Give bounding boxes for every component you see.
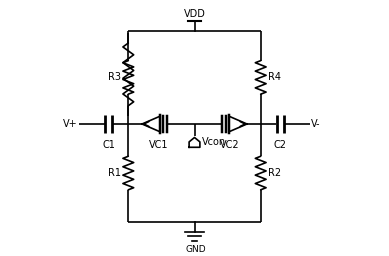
Text: C2: C2 (274, 140, 287, 150)
Text: R2: R2 (268, 168, 281, 178)
Text: VC1: VC1 (149, 140, 169, 150)
Text: VC2: VC2 (220, 140, 240, 150)
Text: R3: R3 (108, 72, 121, 82)
Text: V-: V- (311, 119, 321, 129)
Text: Vcon: Vcon (202, 137, 226, 147)
Text: V+: V+ (63, 119, 78, 129)
Text: C1: C1 (102, 140, 115, 150)
Text: R4: R4 (268, 72, 281, 82)
Text: GND: GND (186, 245, 206, 254)
Text: R1: R1 (108, 168, 121, 178)
Text: VDD: VDD (184, 8, 205, 18)
